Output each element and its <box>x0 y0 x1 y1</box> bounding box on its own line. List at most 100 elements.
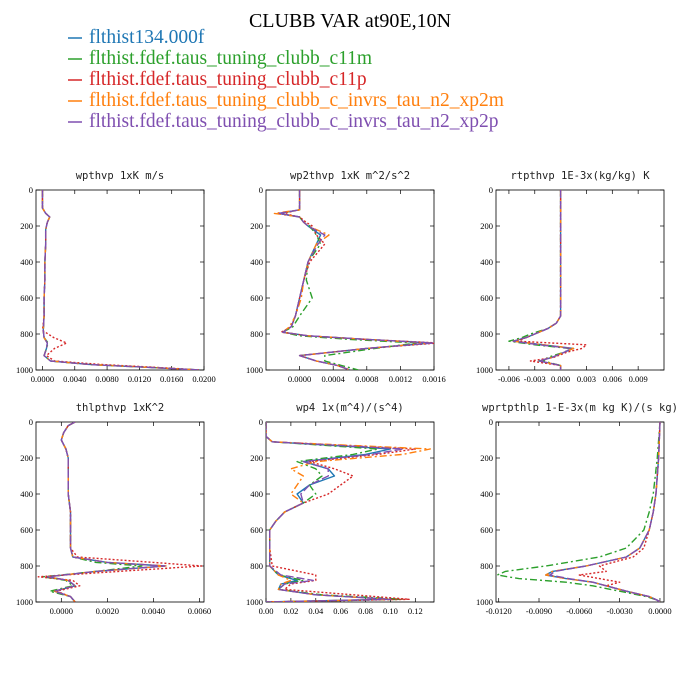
series-line <box>496 422 661 602</box>
x-tick-label: -0.006 <box>498 374 520 384</box>
x-tick-label: -0.003 <box>524 374 546 384</box>
y-tick-label: 400 <box>250 257 263 267</box>
x-tick-label: 0.12 <box>408 606 423 616</box>
series-line <box>42 422 143 602</box>
y-tick-label: 600 <box>480 293 493 303</box>
y-tick-label: 600 <box>20 293 33 303</box>
x-tick-label: 0.08 <box>358 606 373 616</box>
y-tick-label: 0 <box>489 185 493 195</box>
x-tick-label: 0.0040 <box>142 606 165 616</box>
x-tick-label: 0.009 <box>629 374 648 384</box>
panel: wp2thvp 1xK m^2/s^2 0 200 400 600 800 1000 0.00… <box>246 170 446 384</box>
y-tick-label: 200 <box>480 221 493 231</box>
series-group <box>496 422 661 602</box>
y-tick-label: 800 <box>20 329 33 339</box>
plot-frame <box>265 189 435 371</box>
legend-entry: flthist.fdef.taus_tuning_clubb_c_invrs_t… <box>68 90 504 111</box>
y-tick-label: 0 <box>259 417 263 427</box>
x-tick-label: 0.0000 <box>648 606 671 616</box>
y-tick-label: 1000 <box>246 597 263 607</box>
x-tick-label: 0.0120 <box>128 374 151 384</box>
x-tick-label: 0.0000 <box>288 374 311 384</box>
x-tick-label: 0.06 <box>333 606 348 616</box>
legend-entry: flthist.fdef.taus_tuning_clubb_c_invrs_t… <box>68 111 498 132</box>
legend-label: flthist.fdef.taus_tuning_clubb_c_invrs_t… <box>89 90 504 111</box>
x-tick-label: -0.0060 <box>566 606 592 616</box>
y-tick-label: 600 <box>250 525 263 535</box>
plot-frame <box>35 189 205 371</box>
x-tick-label: 0.0160 <box>160 374 183 384</box>
panel: wprtpthlp 1-E-3x(m kg K)/(s kg) 0 200 400 60… <box>476 402 678 616</box>
y-tick-label: 0 <box>29 185 33 195</box>
legend-label: flthist.fdef.taus_tuning_clubb_c11m <box>89 48 372 69</box>
x-tick-label: 0.04 <box>308 606 324 616</box>
x-tick-label: 0.0004 <box>322 374 346 384</box>
panel: thlpthvp 1xK^2 0 200 400 600 800 1000 0.0000 0.0… <box>16 402 211 616</box>
series-line <box>266 422 431 602</box>
series-group <box>41 190 201 370</box>
series-line <box>578 422 661 602</box>
x-tick-label: 0.0060 <box>188 606 211 616</box>
y-tick-label: 200 <box>20 221 33 231</box>
y-tick-label: 800 <box>250 561 263 571</box>
x-tick-label: 0.00 <box>259 606 274 616</box>
x-tick-label: 0.0200 <box>192 374 215 384</box>
y-tick-label: 600 <box>480 525 493 535</box>
legend-label: flthist.fdef.taus_tuning_clubb_c11p <box>89 69 367 90</box>
legend: flthist134.000fflthist.fdef.taus_tuning_… <box>68 27 504 132</box>
x-tick-label: 0.0000 <box>31 374 54 384</box>
y-tick-label: 200 <box>20 453 33 463</box>
series-line <box>277 190 434 370</box>
legend-label: flthist134.000f <box>89 27 205 48</box>
series-line <box>266 422 404 602</box>
x-tick-label: 0.02 <box>283 606 298 616</box>
panel: rtpthvp 1E-3x(kg/kg) K02004006008001000-… <box>476 170 665 384</box>
x-tick-label: -0.0090 <box>526 606 552 616</box>
panel-title: wp4 1x(m^4)/(s^4) <box>296 402 403 414</box>
y-tick-label: 0 <box>259 185 263 195</box>
y-tick-label: 1000 <box>16 597 33 607</box>
plot-frame <box>495 421 665 603</box>
y-tick-label: 200 <box>250 453 263 463</box>
legend-entry: flthist134.000f <box>68 27 205 48</box>
series-group <box>508 190 588 370</box>
y-tick-label: 400 <box>20 257 33 267</box>
series-line <box>512 190 572 370</box>
x-tick-label: 0.0020 <box>96 606 119 616</box>
series-line <box>46 422 166 602</box>
series-line <box>41 190 200 370</box>
series-line <box>545 422 661 602</box>
y-tick-label: 800 <box>20 561 33 571</box>
plot-frame <box>35 421 205 603</box>
series-line <box>549 422 661 602</box>
y-tick-label: 400 <box>250 489 263 499</box>
series-group <box>37 422 203 602</box>
x-tick-label: 0.0000 <box>50 606 73 616</box>
x-tick-label: 0.10 <box>383 606 398 616</box>
chart-title: CLUBB VAR at90E,10N <box>249 10 451 32</box>
y-tick-label: 1000 <box>246 365 263 375</box>
panel-title: wprtpthlp 1-E-3x(m kg K)/(s kg) <box>482 402 678 414</box>
x-tick-label: 0.0040 <box>63 374 86 384</box>
series-line <box>545 422 661 602</box>
series-group <box>266 422 431 602</box>
panel-title: rtpthvp 1E-3x(kg/kg) K <box>510 170 650 182</box>
legend-label: flthist.fdef.taus_tuning_clubb_c_invrs_t… <box>89 111 498 132</box>
x-tick-label: -0.0120 <box>486 606 512 616</box>
series-line <box>277 190 434 370</box>
x-tick-label: 0.0080 <box>95 374 118 384</box>
x-tick-label: 0.006 <box>603 374 622 384</box>
series-group <box>273 190 434 370</box>
y-tick-label: 800 <box>480 329 493 339</box>
legend-entry: flthist.fdef.taus_tuning_clubb_c11m <box>68 48 372 69</box>
legend-entry: flthist.fdef.taus_tuning_clubb_c11p <box>68 69 367 90</box>
x-tick-label: 0.0012 <box>389 374 412 384</box>
y-tick-label: 600 <box>250 293 263 303</box>
y-tick-label: 200 <box>250 221 263 231</box>
x-tick-label: 0.000 <box>551 374 570 384</box>
panel-title: thlpthvp 1xK^2 <box>76 402 165 414</box>
